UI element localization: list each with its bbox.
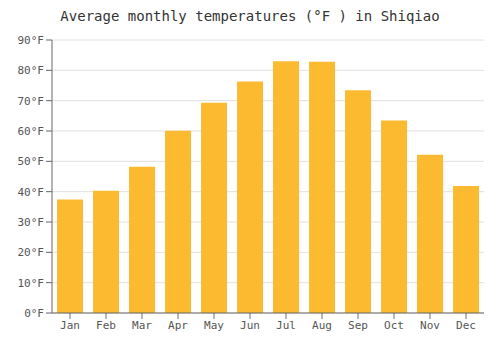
svg-text:Dec: Dec — [456, 319, 476, 332]
svg-text:Jul: Jul — [276, 319, 296, 332]
svg-text:Aug: Aug — [312, 319, 332, 332]
svg-text:May: May — [204, 319, 224, 332]
svg-text:20°F: 20°F — [18, 246, 45, 259]
svg-text:Mar: Mar — [132, 319, 152, 332]
svg-text:80°F: 80°F — [18, 64, 45, 77]
svg-text:Oct: Oct — [384, 319, 404, 332]
svg-text:Jan: Jan — [60, 319, 80, 332]
svg-text:0°F: 0°F — [24, 307, 44, 320]
svg-text:Feb: Feb — [96, 319, 116, 332]
svg-text:Sep: Sep — [348, 319, 368, 332]
svg-text:60°F: 60°F — [18, 125, 45, 138]
svg-text:50°F: 50°F — [18, 155, 45, 168]
svg-text:Nov: Nov — [420, 319, 440, 332]
svg-text:90°F: 90°F — [18, 34, 45, 47]
svg-text:40°F: 40°F — [18, 186, 45, 199]
html-text:Average monthly temperatures (: Average monthly temperatures (°F ) in Sh… — [60, 8, 440, 24]
svg-text:Apr: Apr — [168, 319, 188, 332]
svg-text:70°F: 70°F — [18, 95, 45, 108]
svg-text:30°F: 30°F — [18, 216, 45, 229]
svg-text:Jun: Jun — [240, 319, 260, 332]
svg-text:10°F: 10°F — [18, 277, 45, 290]
